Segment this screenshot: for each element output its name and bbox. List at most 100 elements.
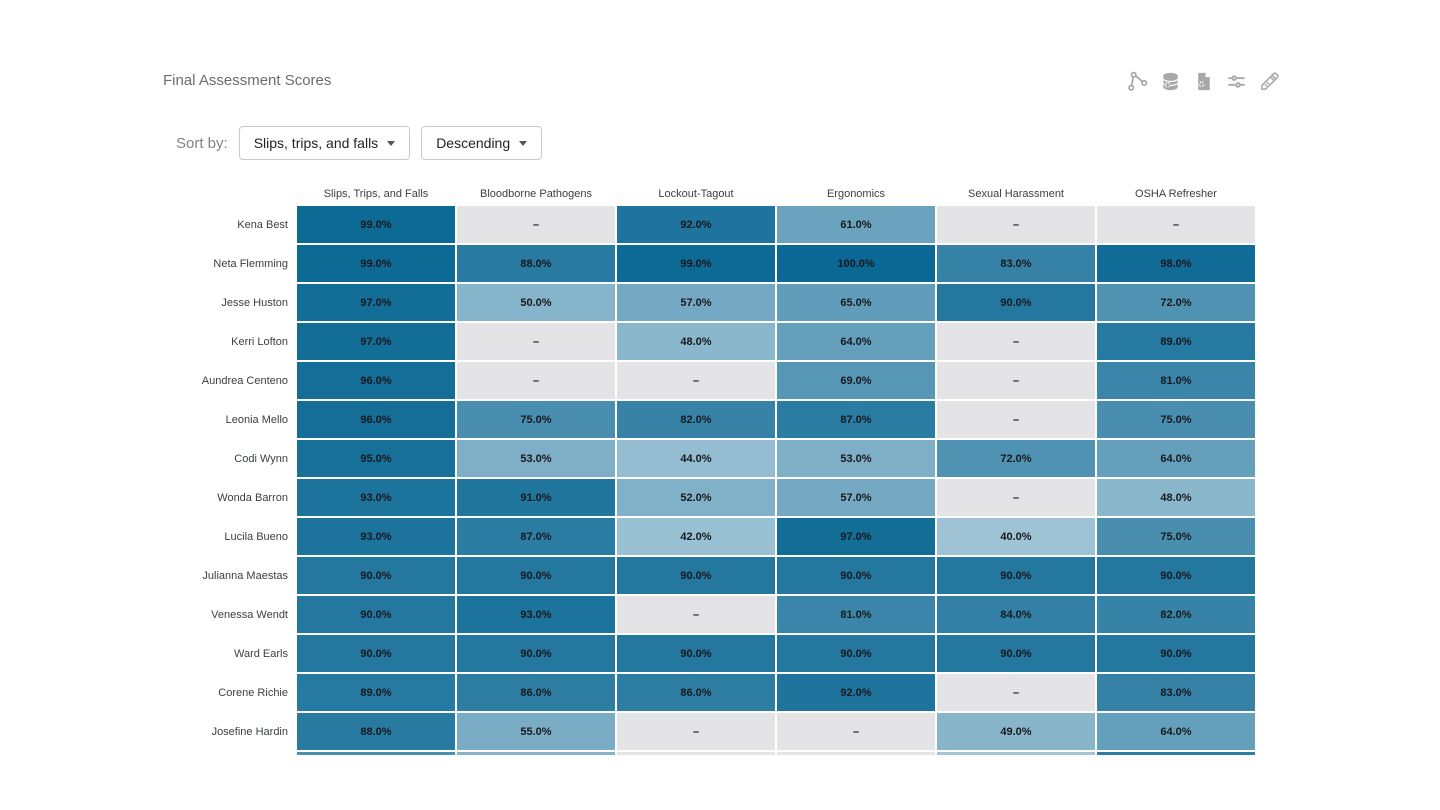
- heatmap-cell: –: [937, 362, 1095, 399]
- column-header: Sexual Harassment: [968, 188, 1064, 200]
- table-row: Corene Richie 89.0% 86.0% 86.0% 92.0% –83.0%: [180, 674, 1255, 711]
- table-row: Kena Best 99.0% –92.0% 61.0% – –: [180, 206, 1255, 243]
- heatmap-cell: –: [457, 362, 615, 399]
- row-label: Lucila Bueno: [224, 530, 288, 543]
- heatmap-cell: 90.0%: [937, 635, 1095, 672]
- corner-spacer: [180, 188, 295, 204]
- heatmap-cell: 81.0%: [1097, 362, 1255, 399]
- column-header: Ergonomics: [826, 188, 886, 200]
- heatmap-cell: 89.0%: [297, 674, 455, 711]
- heatmap-cell: 90.0%: [297, 635, 455, 672]
- row-label: Josefine Hardin: [211, 725, 288, 738]
- heatmap-cell: –: [937, 206, 1095, 243]
- table-row: Ward Earls 90.0% 90.0% 90.0% 90.0% 90.0% 90.0%: [180, 635, 1255, 672]
- heatmap-cell: –: [617, 713, 775, 750]
- row-label: Leonia Mello: [225, 413, 288, 426]
- row-label: Codi Wynn: [234, 452, 288, 465]
- heatmap-cell: 72.0%: [937, 440, 1095, 477]
- table-row: Venessa Wendt 90.0% 93.0% –81.0% 84.0% 82.0%: [180, 596, 1255, 633]
- row-label: Venessa Wendt: [211, 608, 288, 621]
- heatmap-cell: –: [937, 323, 1095, 360]
- table-row: Neta Flemming 99.0% 88.0% 99.0% 100.0% 83.0% 9…: [180, 245, 1255, 282]
- parameters-icon[interactable]: [1223, 68, 1249, 94]
- heatmap-cell: 53.0%: [777, 440, 935, 477]
- heatmap-cell: 65.0%: [777, 284, 935, 321]
- heatmap-cell: 89.0%: [1097, 323, 1255, 360]
- heatmap-cell: 64.0%: [1097, 713, 1255, 750]
- heatmap-cell: 48.0%: [1097, 479, 1255, 516]
- heatmap-cell: 97.0%: [297, 323, 455, 360]
- column-header: OSHA Refresher: [1135, 188, 1217, 200]
- heatmap-cell: 52.0%: [617, 479, 775, 516]
- heatmap-cell: 99.0%: [297, 206, 455, 243]
- heatmap-cell: 93.0%: [297, 518, 455, 555]
- heatmap-cell: 55.0%: [457, 713, 615, 750]
- heatmap-cell: 90.0%: [457, 557, 615, 594]
- heatmap-table: Slips, Trips, and Falls Bloodborne Pathog…: [180, 188, 1255, 757]
- heatmap-cell: 87.0%: [777, 401, 935, 438]
- heatmap-cell: 90.0%: [617, 557, 775, 594]
- heatmap-cell: 84.0%: [937, 596, 1095, 633]
- heatmap-cell: –: [937, 479, 1095, 516]
- heatmap-cell: –: [937, 674, 1095, 711]
- heatmap-cell: 98.0%: [1097, 245, 1255, 282]
- heatmap-cell: 42.0%: [617, 518, 775, 555]
- share-icon[interactable]: [1124, 68, 1150, 94]
- heatmap-cell: –: [937, 401, 1095, 438]
- heatmap-cell: 97.0%: [777, 518, 935, 555]
- heatmap-cell: 90.0%: [297, 596, 455, 633]
- row-label: Jesse Huston: [221, 296, 288, 309]
- heatmap-cell: 90.0%: [937, 284, 1095, 321]
- database-export-icon[interactable]: [1157, 68, 1183, 94]
- row-label: Julianna Maestas: [202, 569, 288, 582]
- table-row: Wonda Barron 93.0% 91.0% 52.0% 57.0% –48.0%: [180, 479, 1255, 516]
- heatmap-cell: 86.0%: [457, 674, 615, 711]
- heatmap-cell: 57.0%: [617, 284, 775, 321]
- sort-direction-value: Descending: [436, 135, 511, 151]
- heatmap-cell: 91.0%: [457, 479, 615, 516]
- edit-pencil-icon[interactable]: [1256, 68, 1282, 94]
- heatmap-cell: 90.0%: [617, 635, 775, 672]
- corner-spacer: [180, 752, 295, 755]
- heatmap-cell: 82.0%: [617, 401, 775, 438]
- table-row: Leonia Mello 96.0% 75.0% 82.0% 87.0% –75.0%: [180, 401, 1255, 438]
- row-label: Neta Flemming: [213, 257, 288, 270]
- heatmap-cell: 90.0%: [777, 635, 935, 672]
- partial-cell: [297, 752, 455, 755]
- partial-cell: [617, 752, 775, 755]
- sort-column-value: Slips, trips, and falls: [253, 135, 379, 151]
- sort-by-label: Sort by:: [176, 134, 228, 152]
- toolbar: [1124, 68, 1282, 94]
- column-header: Bloodborne Pathogens: [480, 188, 592, 200]
- heatmap-cell: –: [457, 206, 615, 243]
- file-export-icon[interactable]: [1190, 68, 1216, 94]
- heatmap-cell: 83.0%: [1097, 674, 1255, 711]
- chevron-down-icon: [387, 141, 396, 146]
- row-label: Corene Richie: [218, 686, 288, 699]
- heatmap-cell: 44.0%: [617, 440, 775, 477]
- heatmap-cell: 64.0%: [1097, 440, 1255, 477]
- partial-cell: [777, 752, 935, 755]
- report-title: Final Assessment Scores: [163, 72, 332, 89]
- heatmap-cell: 83.0%: [937, 245, 1095, 282]
- column-header: Lockout-Tagout: [658, 188, 734, 200]
- sort-controls: Sort by: Slips, trips, and falls Descend…: [176, 126, 553, 160]
- table-row: Aundrea Centeno 96.0% – –69.0% –81.0%: [180, 362, 1255, 399]
- row-label: Aundrea Centeno: [201, 374, 288, 387]
- sort-column-dropdown[interactable]: Slips, trips, and falls: [238, 126, 411, 160]
- partial-cell: [937, 752, 1095, 755]
- heatmap-cell: 90.0%: [297, 557, 455, 594]
- heatmap-cell: 90.0%: [1097, 557, 1255, 594]
- column-header: Slips, Trips, and Falls: [323, 188, 429, 200]
- heatmap-cell: 96.0%: [297, 401, 455, 438]
- partial-cell: [457, 752, 615, 755]
- heatmap-cell: –: [457, 323, 615, 360]
- sort-direction-dropdown[interactable]: Descending: [421, 126, 543, 160]
- heatmap-cell: 88.0%: [297, 713, 455, 750]
- heatmap-cell: 97.0%: [297, 284, 455, 321]
- table-row: Jesse Huston 97.0% 50.0% 57.0% 65.0% 90.0% 72.…: [180, 284, 1255, 321]
- heatmap-cell: 87.0%: [457, 518, 615, 555]
- heatmap-cell: 48.0%: [617, 323, 775, 360]
- header-row: Slips, Trips, and Falls Bloodborne Pathog…: [180, 188, 1255, 204]
- table-row: Lucila Bueno 93.0% 87.0% 42.0% 97.0% 40.0% 75.…: [180, 518, 1255, 555]
